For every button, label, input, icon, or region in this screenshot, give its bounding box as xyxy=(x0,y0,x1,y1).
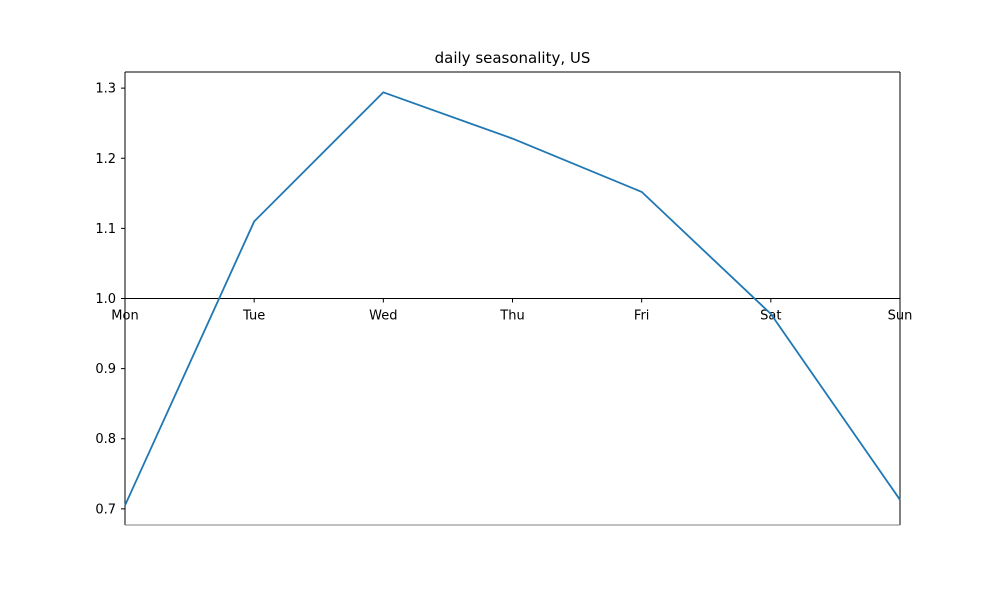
x-tick-label: Sun xyxy=(888,309,913,324)
y-tick-label: 0.7 xyxy=(95,502,116,517)
series-line xyxy=(124,91,901,506)
y-axis: 0.7 0.8 0.9 1.0 1.1 1.2 1.3 xyxy=(95,82,125,517)
x-tick-label: Wed xyxy=(369,309,397,324)
x-tick-label: Sat xyxy=(760,309,781,324)
x-axis: Mon Tue Wed Thu Fri Sat Sun xyxy=(111,298,913,324)
y-tick-label: 1.3 xyxy=(95,82,116,97)
y-tick-label: 1.2 xyxy=(95,152,116,167)
x-tick-label: Tue xyxy=(242,309,265,324)
chart-title: daily seasonality, US xyxy=(435,49,591,67)
y-tick-label: 1.1 xyxy=(95,222,116,237)
y-tick-label: 1.0 xyxy=(95,292,116,307)
y-tick-label: 0.8 xyxy=(95,432,116,447)
x-tick-label: Thu xyxy=(499,309,524,324)
series-layer xyxy=(124,91,901,506)
y-tick-label: 0.9 xyxy=(95,362,116,377)
x-tick-label: Mon xyxy=(111,309,138,324)
x-tick-label: Fri xyxy=(634,309,650,324)
